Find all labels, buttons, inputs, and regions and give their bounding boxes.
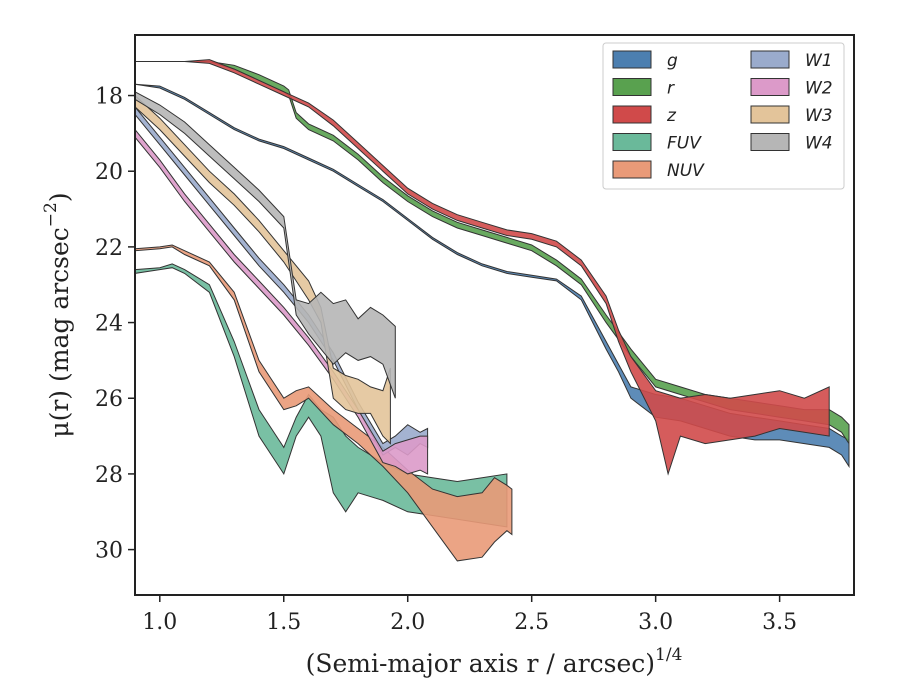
y-tick-label-4: 26 [95, 387, 123, 412]
legend-label-w2-6: W2 [805, 79, 833, 99]
y-tick-label-0: 18 [95, 85, 123, 110]
legend-label-w3-7: W3 [805, 106, 833, 126]
legend-label-w1-5: W1 [805, 51, 833, 71]
x-tick-label-5: 3.5 [762, 610, 797, 635]
y-axis-label-close: ) [45, 192, 74, 202]
band-z-2 [135, 59, 830, 476]
x-tick-label-2: 2.0 [390, 610, 425, 635]
y-axis: 18 20 22 24 26 28 30 [95, 85, 135, 564]
x-tick-label-1: 1.5 [266, 610, 301, 635]
x-axis-label: (Semi-major axis r / arcsec)1/4 [306, 645, 683, 678]
band-w2-6 [134, 128, 429, 475]
x-axis-label-text: (Semi-major axis r / arcsec) [306, 649, 655, 678]
y-axis-label: μ(r) (mag arcsec−2) [41, 192, 74, 437]
y-tick-label-3: 24 [95, 312, 123, 337]
legend-swatch-w3-7 [750, 105, 790, 124]
plot-area [134, 59, 850, 562]
legend-swatch-fuv-3 [612, 133, 652, 151]
band-w4-8 [134, 90, 396, 399]
y-tick-label-1: 20 [95, 160, 123, 185]
legend: grz FUV NUV W1 W2 W3 W4 [602, 42, 845, 190]
axes-frame [134, 34, 855, 596]
x-tick-label-4: 3.0 [638, 610, 673, 635]
x-tick-label-3: 2.5 [514, 610, 549, 635]
y-tick-label-5: 28 [95, 463, 123, 488]
x-axis: 1.0 1.5 2.0 2.5 3.0 3.5 [142, 595, 797, 635]
y-tick-label-2: 22 [95, 236, 123, 261]
legend-label-r-1: r [667, 79, 675, 99]
legend-swatch-g-0 [612, 50, 652, 69]
legend-swatch-w1-5 [750, 50, 790, 69]
legend-swatch-nuv-4 [612, 160, 652, 179]
legend-label-fuv-3: FUV [667, 134, 702, 154]
legend-label-g-0: g [667, 51, 678, 71]
x-axis-label-exponent: 1/4 [655, 645, 682, 665]
y-axis-label-exponent: −2 [41, 202, 61, 227]
legend-swatch-z-2 [612, 105, 652, 124]
x-tick-label-0: 1.0 [142, 610, 177, 635]
y-axis-label-text: μ(r) (mag arcsec [45, 227, 74, 437]
legend-label-w4-8: W4 [805, 134, 833, 154]
legend-label-nuv-4: NUV [667, 161, 705, 181]
legend-swatch-w2-6 [750, 78, 790, 96]
legend-swatch-r-1 [612, 78, 652, 96]
legend-label-z-2: z [666, 106, 677, 126]
band-nuv-4 [134, 244, 513, 562]
legend-swatch-w4-8 [750, 133, 790, 151]
band-r-1 [135, 61, 850, 446]
y-tick-label-6: 30 [95, 539, 123, 564]
